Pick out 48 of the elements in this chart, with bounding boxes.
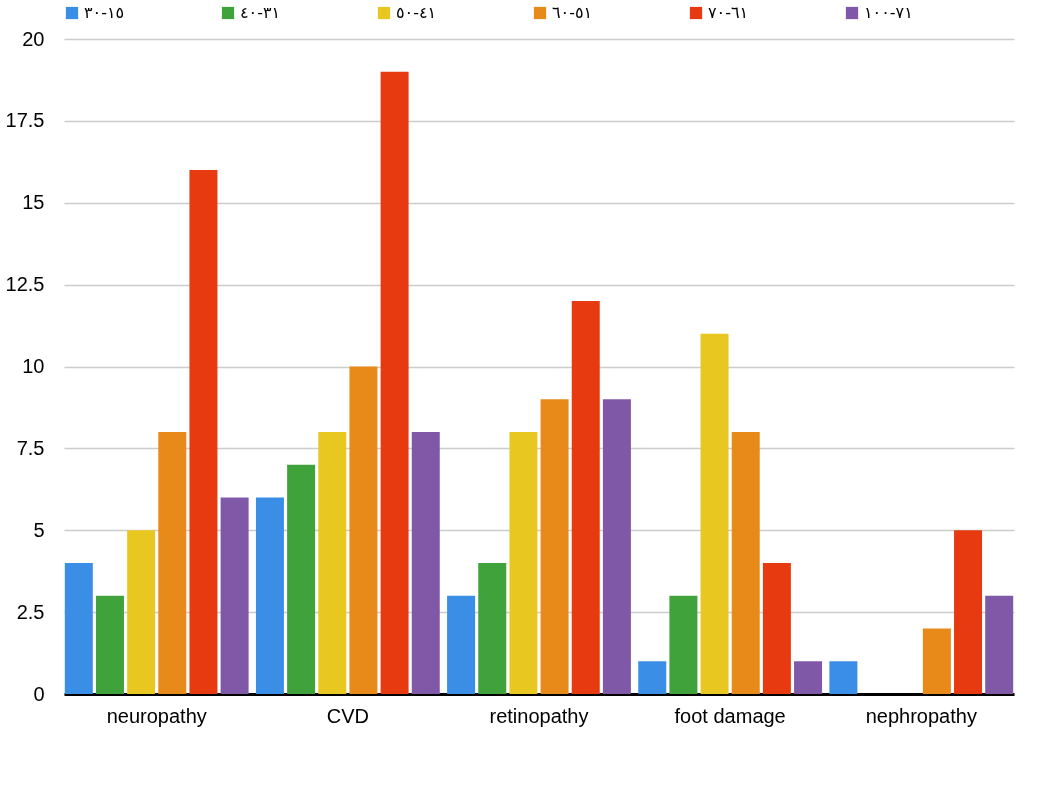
bar — [794, 661, 823, 694]
legend-label: ٣١-٤٠ — [240, 3, 281, 22]
y-tick-label: 2.5 — [16, 600, 45, 623]
x-tick-label: retinopathy — [489, 704, 589, 727]
bar — [540, 399, 569, 694]
bar — [638, 661, 667, 694]
bar — [349, 366, 378, 694]
x-tick-label: CVD — [326, 704, 369, 727]
x-tick-label: nephropathy — [865, 704, 977, 727]
y-tick-label: 17.5 — [5, 109, 45, 132]
bar — [478, 563, 507, 694]
bar — [189, 170, 218, 694]
y-tick-label: 0 — [33, 682, 45, 705]
bar — [509, 432, 538, 694]
bar — [158, 432, 187, 694]
legend-label: ١٥-٣٠ — [84, 3, 125, 22]
bar — [447, 595, 476, 694]
bar — [287, 464, 316, 694]
y-tick-label: 7.5 — [16, 436, 45, 459]
bar — [380, 71, 409, 694]
legend-label: ٦١-٧٠ — [708, 3, 749, 22]
bar — [95, 595, 124, 694]
bar — [64, 563, 93, 694]
bar — [411, 432, 440, 694]
legend-label: ٤١-٥٠ — [396, 3, 437, 22]
bar — [602, 399, 631, 694]
x-tick-label: neuropathy — [106, 704, 207, 727]
y-tick-label: 5 — [33, 518, 45, 541]
legend-label: ٧١-١٠٠ — [864, 3, 913, 22]
bar — [669, 595, 698, 694]
y-tick-label: 10 — [22, 355, 45, 377]
bar — [762, 563, 791, 694]
y-tick-label: 15 — [22, 191, 45, 214]
legend-label: ٥١-٦٠ — [552, 3, 593, 22]
bar — [127, 530, 156, 694]
bar — [700, 333, 729, 694]
y-tick-label: 12.5 — [5, 273, 45, 296]
bar — [829, 661, 858, 694]
bar — [255, 497, 284, 694]
bar — [985, 595, 1014, 694]
bar — [220, 497, 249, 694]
bar — [731, 432, 760, 694]
bar — [571, 301, 600, 694]
bar — [318, 432, 347, 694]
y-tick-label: 20 — [22, 27, 45, 50]
bar — [954, 530, 983, 694]
bar — [922, 628, 951, 694]
x-tick-label: foot damage — [674, 704, 786, 727]
